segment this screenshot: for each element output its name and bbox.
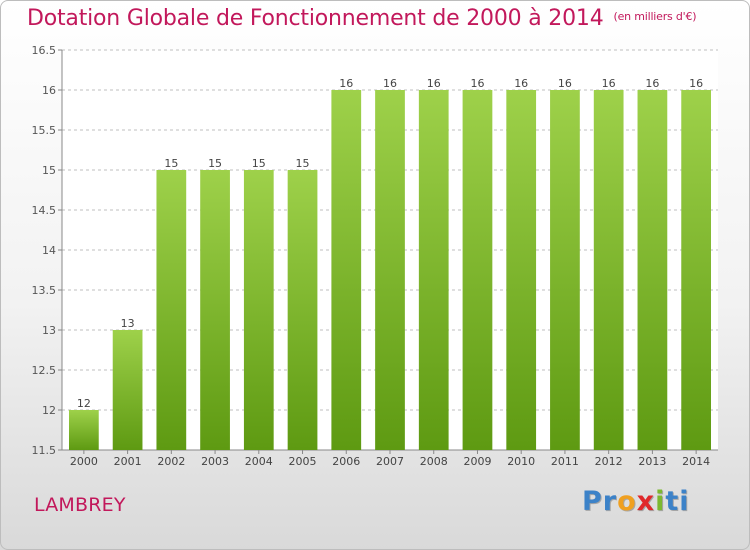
y-tick-label: 11.5 [32,444,57,457]
data-label: 16 [558,77,572,90]
data-label: 16 [339,77,353,90]
unit-note: (en milliers d'€) [613,10,697,23]
bar [462,90,493,450]
bar [637,90,668,450]
data-label: 16 [645,77,659,90]
data-label: 16 [383,77,397,90]
logo-part: i [655,486,666,517]
bar [200,170,230,450]
y-tick-label: 13 [42,324,56,337]
y-tick-label: 12.5 [32,364,57,377]
data-label: 16 [602,77,616,90]
chart-title: Dotation Globale de Fonctionnement de 20… [27,6,697,31]
bar [68,410,99,450]
bar [243,170,274,450]
x-tick-label: 2002 [157,455,185,468]
x-tick-label: 2013 [638,455,666,468]
bar [506,90,537,450]
x-tick-label: 2001 [114,455,142,468]
y-tick-label: 14.5 [32,204,57,217]
data-label: 16 [689,77,703,90]
y-tick-label: 15.5 [32,124,57,137]
y-tick-label: 14 [42,244,56,257]
x-tick-label: 2006 [332,455,360,468]
title-text: Dotation Globale de Fonctionnement de 20… [27,6,604,31]
x-tick-label: 2009 [463,455,491,468]
x-tick-label: 2011 [551,455,579,468]
bar [287,170,318,450]
bar [331,90,362,450]
x-tick-label: 2010 [507,455,535,468]
data-label: 16 [514,77,528,90]
proxiti-logo: Proxiti [582,486,690,517]
x-tick-label: 2014 [682,455,710,468]
town-name: LAMBREY [34,494,126,516]
logo-part: o [617,486,637,517]
bar [156,170,187,450]
data-label: 16 [470,77,484,90]
data-label: 15 [296,157,310,170]
bar [418,90,449,450]
x-tick-label: 2000 [70,455,98,468]
y-tick-label: 12 [42,404,56,417]
y-tick-label: 15 [42,164,56,177]
x-tick-label: 2004 [245,455,273,468]
bar [550,90,580,450]
logo-part: Pr [582,486,618,517]
data-label: 15 [252,157,266,170]
bar [375,90,405,450]
logo-part: ti [665,486,690,517]
x-tick-label: 2003 [201,455,229,468]
data-label: 16 [427,77,441,90]
data-label: 12 [77,397,91,410]
x-tick-label: 2007 [376,455,404,468]
y-tick-label: 13.5 [32,284,57,297]
bar [593,90,624,450]
y-tick-label: 16.5 [32,44,57,57]
bar [681,90,712,450]
x-tick-label: 2005 [289,455,317,468]
data-label: 15 [164,157,178,170]
logo-part: x [636,486,656,517]
data-label: 13 [121,317,135,330]
x-tick-label: 2008 [420,455,448,468]
data-label: 15 [208,157,222,170]
bar [112,330,143,450]
y-tick-label: 16 [42,84,56,97]
x-tick-label: 2012 [595,455,623,468]
